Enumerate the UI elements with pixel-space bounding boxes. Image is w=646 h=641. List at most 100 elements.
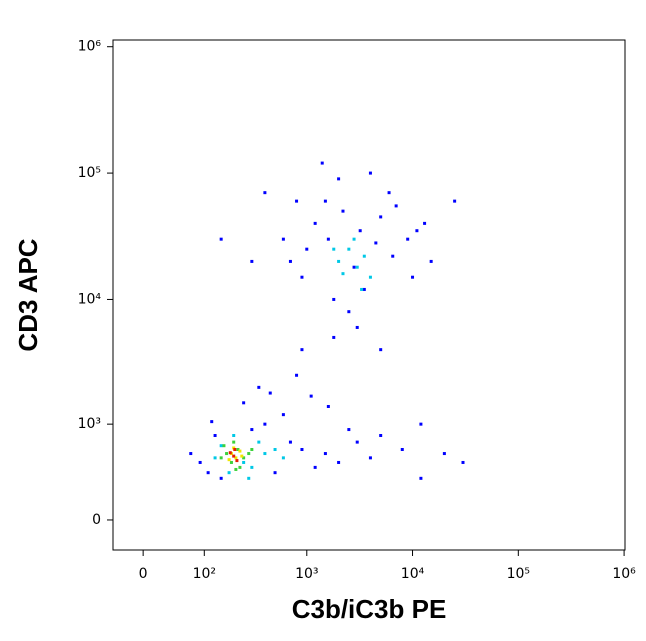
event-dot xyxy=(238,465,242,469)
event-dot xyxy=(281,413,285,417)
event-dot xyxy=(419,476,423,480)
event-dot xyxy=(368,456,372,460)
event-dot xyxy=(300,348,304,352)
event-dot xyxy=(288,440,292,444)
event-dot xyxy=(429,259,433,263)
event-dot xyxy=(198,460,202,464)
event-dot xyxy=(295,199,299,203)
event-dot xyxy=(295,373,299,377)
event-dot xyxy=(273,448,277,452)
event-dot xyxy=(228,451,232,455)
y-tick-label: 0 xyxy=(92,512,101,528)
event-dot xyxy=(263,191,267,195)
x-tick-label: 10⁵ xyxy=(507,566,530,582)
event-dot xyxy=(213,456,217,460)
event-dot xyxy=(394,204,398,208)
event-dot xyxy=(229,460,233,464)
event-dot xyxy=(391,254,395,258)
event-dot xyxy=(332,335,336,339)
event-dot xyxy=(379,434,383,438)
event-dot xyxy=(406,237,410,241)
event-dot xyxy=(352,237,356,241)
event-dot xyxy=(362,254,366,258)
event-dot xyxy=(355,265,359,269)
event-dot xyxy=(337,177,341,181)
event-dot xyxy=(219,456,223,460)
event-dot xyxy=(326,404,330,408)
event-dot xyxy=(234,467,238,471)
event-dot xyxy=(247,452,251,456)
event-dot xyxy=(337,259,341,263)
x-tick-label: 10⁶ xyxy=(612,566,636,582)
event-dot xyxy=(352,265,356,269)
event-dot xyxy=(400,448,404,452)
event-dot xyxy=(419,422,423,426)
event-dot xyxy=(232,440,236,444)
event-dot xyxy=(257,385,261,389)
event-dot xyxy=(250,428,254,432)
event-dot xyxy=(368,171,372,175)
event-dot xyxy=(250,448,254,452)
event-dot xyxy=(227,471,231,475)
event-dot xyxy=(379,215,383,219)
event-dot xyxy=(242,456,246,460)
event-dot xyxy=(242,401,246,405)
y-tick-label: 10⁴ xyxy=(78,291,102,307)
event-dot xyxy=(453,199,457,203)
event-dot xyxy=(222,444,226,448)
event-dot xyxy=(323,452,327,456)
event-dot xyxy=(411,275,415,279)
event-dot xyxy=(268,391,272,395)
y-axis-label: CD3 APC xyxy=(13,238,43,351)
event-dot xyxy=(347,310,351,314)
event-dot xyxy=(332,247,336,251)
event-dot xyxy=(442,452,446,456)
event-dot xyxy=(347,247,351,251)
event-dot xyxy=(320,161,324,165)
event-dot xyxy=(368,275,372,279)
event-dot xyxy=(219,444,223,448)
event-dot xyxy=(355,325,359,329)
x-tick-label: 10³ xyxy=(295,566,318,582)
event-dot xyxy=(281,237,285,241)
event-dot xyxy=(341,209,345,213)
event-dot xyxy=(415,229,419,233)
event-dot xyxy=(362,287,366,291)
event-dot xyxy=(236,448,240,452)
event-dot xyxy=(189,452,193,456)
event-dot xyxy=(240,454,244,458)
event-dot xyxy=(234,456,238,460)
event-dot xyxy=(300,275,304,279)
event-dot xyxy=(250,465,254,469)
event-dot xyxy=(281,456,285,460)
event-dot xyxy=(219,237,223,241)
event-dot xyxy=(341,272,345,276)
event-dot xyxy=(273,471,277,475)
event-dot xyxy=(374,241,378,245)
event-dot xyxy=(213,434,217,438)
event-dot xyxy=(379,348,383,352)
event-dot xyxy=(235,459,239,463)
x-tick-label: 10² xyxy=(193,566,216,582)
event-dot xyxy=(257,440,261,444)
event-dot xyxy=(247,476,251,480)
event-dot xyxy=(210,420,214,424)
event-dot xyxy=(242,460,246,464)
event-dot xyxy=(309,394,313,398)
x-axis-label: C3b/iC3b PE xyxy=(292,594,447,624)
event-dot xyxy=(337,460,341,464)
event-dot xyxy=(206,471,210,475)
event-dot xyxy=(263,452,267,456)
event-dot xyxy=(332,297,336,301)
event-dot xyxy=(288,259,292,263)
event-dot xyxy=(233,448,237,452)
y-tick-label: 10⁵ xyxy=(78,165,101,181)
event-dot xyxy=(219,476,223,480)
event-dot xyxy=(323,199,327,203)
x-tick-label: 0 xyxy=(139,566,148,582)
event-dot xyxy=(232,434,236,438)
y-tick-label: 10³ xyxy=(78,416,101,432)
event-dot xyxy=(263,422,267,426)
event-dot xyxy=(250,259,254,263)
